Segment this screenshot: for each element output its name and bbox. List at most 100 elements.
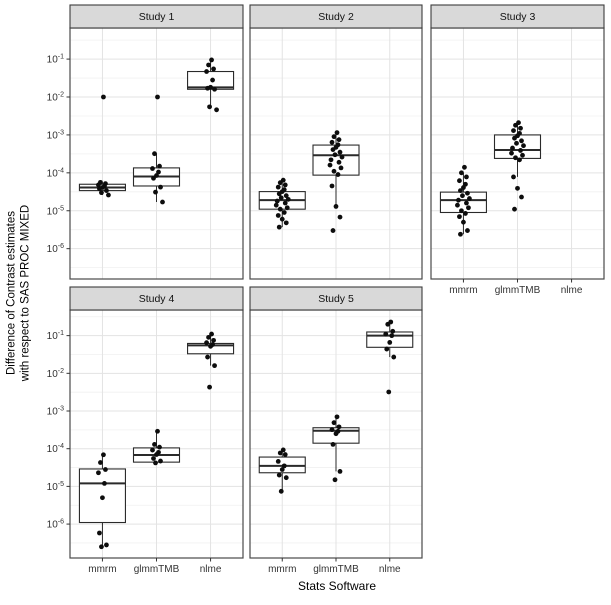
x-tick-label: glmmTMB <box>134 564 180 575</box>
y-tick-label: 10-5 <box>47 481 64 493</box>
data-point <box>455 202 460 208</box>
data-point <box>101 94 106 100</box>
data-point <box>100 495 105 501</box>
data-point <box>460 193 465 199</box>
data-point <box>338 165 344 171</box>
data-point <box>385 321 391 327</box>
data-point <box>389 333 395 339</box>
data-point <box>283 193 289 199</box>
data-point <box>106 192 111 198</box>
data-point <box>205 85 210 91</box>
facet-strip-label: Study 1 <box>139 11 175 23</box>
y-tick-label: 10-2 <box>47 92 64 104</box>
data-point <box>519 138 524 144</box>
data-point <box>209 331 214 337</box>
data-point <box>384 346 390 352</box>
data-point <box>333 204 339 209</box>
data-point <box>275 184 281 190</box>
data-point <box>331 420 337 426</box>
y-tick-label: 10-6 <box>47 519 64 531</box>
boxplot-mmrm <box>258 177 306 230</box>
data-point <box>154 452 159 457</box>
data-point <box>104 188 109 194</box>
data-point <box>277 180 283 186</box>
data-point <box>517 157 522 163</box>
data-point <box>337 149 343 155</box>
data-point <box>463 211 468 216</box>
x-tick-label: mmrm <box>88 564 116 575</box>
data-point <box>209 57 214 63</box>
data-point <box>98 460 103 465</box>
data-point <box>279 216 285 222</box>
data-point <box>283 220 289 226</box>
boxplot-mmrm <box>78 94 126 198</box>
data-point <box>104 542 109 548</box>
data-point <box>335 172 341 177</box>
data-point <box>511 174 516 180</box>
facet-study-1: Study 1 10-1 10-2 10-3 10-4 10-5 10-6 <box>47 4 244 280</box>
data-point <box>336 424 342 430</box>
data-point <box>283 475 289 481</box>
data-point <box>280 447 286 453</box>
x-tick-label: nlme <box>379 564 401 575</box>
facet-strip <box>69 4 244 29</box>
boxplot-glmmTMB <box>132 428 181 466</box>
facet-study-5: Study 5 mmrm glmmTMB nlme <box>249 286 423 575</box>
data-point <box>465 228 470 233</box>
data-point <box>459 208 464 214</box>
data-point <box>510 145 515 151</box>
data-point <box>464 200 469 206</box>
data-point <box>96 182 101 188</box>
x-tick-label: mmrm <box>268 564 296 575</box>
data-point <box>330 442 336 447</box>
data-point <box>204 69 209 74</box>
data-point <box>151 456 156 461</box>
data-point <box>207 104 212 110</box>
facet-strip-label: Study 5 <box>318 293 354 305</box>
data-point <box>282 182 288 188</box>
data-point <box>96 470 101 476</box>
boxplot-mmrm <box>258 447 306 494</box>
data-point <box>158 458 163 464</box>
data-point <box>458 188 463 194</box>
data-point <box>153 460 158 466</box>
data-point <box>152 442 157 447</box>
data-point <box>330 228 336 233</box>
data-point <box>328 157 334 163</box>
data-point <box>151 175 156 181</box>
data-point <box>329 183 335 189</box>
y-axis: 10-1 10-2 10-3 10-4 10-5 10-6 <box>47 330 70 531</box>
data-point <box>275 459 281 464</box>
y-tick-label: 10-1 <box>47 330 64 342</box>
data-point <box>512 206 517 212</box>
data-point <box>337 214 343 220</box>
data-point <box>152 151 157 157</box>
data-point <box>281 463 287 469</box>
facet-strip <box>249 4 423 29</box>
data-point <box>390 328 396 334</box>
data-point <box>277 450 283 456</box>
data-point <box>214 107 219 113</box>
facet-strip <box>69 286 244 311</box>
facet-strip <box>430 4 605 29</box>
boxplot-nlme <box>187 331 235 390</box>
data-point <box>276 472 282 478</box>
data-point <box>158 184 163 190</box>
data-point <box>156 169 161 175</box>
data-point <box>461 185 466 190</box>
data-point <box>337 468 343 474</box>
data-point <box>155 94 160 100</box>
x-axis: mmrm glmmTMB nlme <box>88 558 222 575</box>
data-point <box>279 467 285 472</box>
y-tick-label: 10-5 <box>47 205 64 217</box>
boxplot-glmmTMB <box>132 94 181 205</box>
x-tick-label: nlme <box>200 564 222 575</box>
data-point <box>102 481 107 486</box>
data-point <box>459 170 464 176</box>
data-point <box>150 447 155 453</box>
data-point <box>461 219 466 225</box>
data-point <box>160 199 165 205</box>
data-point <box>330 147 336 153</box>
data-point <box>204 340 209 346</box>
